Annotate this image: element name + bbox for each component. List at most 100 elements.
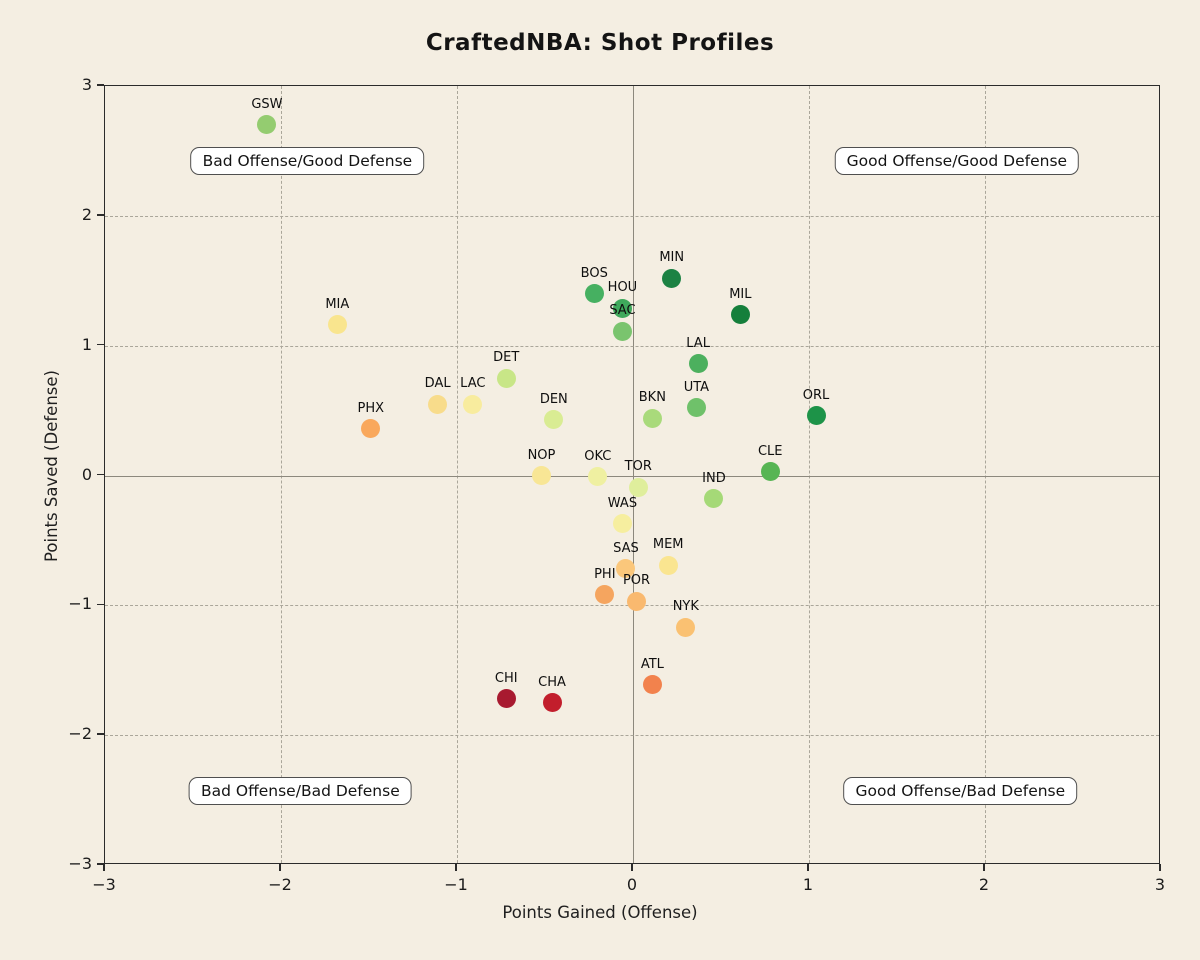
- data-point-label-NYK: NYK: [672, 599, 699, 615]
- data-point-ATL: [642, 675, 662, 695]
- data-point-BKN: [642, 408, 662, 428]
- gridline-vertical: [281, 86, 282, 863]
- data-point-label-CHI: CHI: [494, 670, 518, 686]
- data-point-MEM: [658, 555, 678, 575]
- data-point-label-GSW: GSW: [251, 96, 283, 112]
- data-point-ORL: [806, 406, 826, 426]
- x-tick: [807, 864, 809, 871]
- data-point-NYK: [676, 617, 696, 637]
- y-tick-label: 1: [81, 334, 92, 354]
- data-point-label-DEN: DEN: [539, 391, 568, 407]
- y-tick-label: 2: [81, 204, 92, 224]
- data-point-label-MEM: MEM: [652, 537, 684, 553]
- zero-line-vertical: [633, 86, 634, 863]
- data-point-DEN: [544, 410, 564, 430]
- y-tick-label: −3: [68, 854, 92, 873]
- data-point-CHI: [496, 689, 516, 709]
- data-point-label-POR: POR: [622, 573, 651, 589]
- data-point-label-SAS: SAS: [613, 540, 639, 556]
- data-point-label-UTA: UTA: [683, 379, 710, 395]
- data-point-label-NOP: NOP: [527, 447, 556, 463]
- x-tick-label: −1: [444, 875, 468, 894]
- x-tick-label: −3: [92, 875, 116, 894]
- data-point-label-PHX: PHX: [357, 400, 385, 416]
- data-point-label-MIL: MIL: [729, 286, 752, 302]
- data-point-PHX: [361, 419, 381, 439]
- gridline-horizontal: [105, 345, 1159, 347]
- x-tick-label: 1: [802, 875, 814, 894]
- data-point-label-ORL: ORL: [802, 387, 830, 403]
- y-tick: [97, 863, 104, 865]
- x-tick-label: 2: [978, 875, 990, 894]
- y-tick: [97, 84, 104, 86]
- data-point-label-LAL: LAL: [686, 335, 710, 351]
- data-point-label-DET: DET: [493, 350, 520, 366]
- y-tick-label: 0: [81, 464, 92, 484]
- y-tick: [97, 343, 104, 346]
- data-point-label-SAC: SAC: [609, 303, 636, 319]
- data-point-SAS: [616, 559, 636, 579]
- quadrant-label-3: Good Offense/Bad Defense: [843, 776, 1078, 805]
- quadrant-label-1: Good Offense/Good Defense: [834, 147, 1080, 176]
- data-point-DET: [496, 368, 516, 388]
- data-point-LAL: [688, 354, 708, 374]
- y-tick: [97, 214, 104, 216]
- data-point-GSW: [257, 115, 277, 135]
- x-tick-label: −2: [268, 875, 292, 894]
- data-point-UTA: [686, 398, 706, 418]
- gridline-horizontal: [105, 735, 1159, 737]
- gridline-vertical: [809, 86, 810, 863]
- data-point-CLE: [760, 462, 780, 482]
- gridline-vertical: [985, 86, 986, 863]
- quadrant-label-2: Bad Offense/Bad Defense: [188, 776, 412, 805]
- data-point-label-CHA: CHA: [538, 674, 566, 690]
- data-point-IND: [704, 489, 724, 509]
- data-point-MIA: [327, 315, 347, 335]
- x-tick: [279, 864, 281, 871]
- data-point-MIL: [730, 305, 750, 324]
- data-point-label-MIA: MIA: [325, 296, 350, 312]
- data-point-BOS: [584, 284, 604, 304]
- data-point-MIN: [662, 268, 682, 288]
- data-point-label-PHI: PHI: [594, 566, 616, 582]
- x-tick: [983, 864, 985, 871]
- y-tick: [97, 473, 104, 476]
- data-point-CHA: [542, 693, 562, 713]
- data-point-label-LAC: LAC: [460, 376, 486, 392]
- data-point-label-WAS: WAS: [607, 495, 638, 511]
- data-point-label-CLE: CLE: [757, 443, 783, 459]
- gridline-vertical: [457, 86, 458, 863]
- data-point-label-BKN: BKN: [638, 390, 666, 406]
- data-point-label-HOU: HOU: [607, 280, 638, 295]
- data-point-label-ATL: ATL: [640, 656, 664, 672]
- data-point-TOR: [628, 477, 648, 497]
- y-tick: [97, 733, 104, 735]
- data-point-PHI: [595, 585, 615, 605]
- data-point-SAC: [612, 321, 632, 341]
- data-point-label-MIN: MIN: [659, 250, 685, 266]
- x-tick: [1159, 864, 1161, 871]
- x-tick-label: 0: [626, 875, 638, 894]
- x-tick-label: 3: [1154, 875, 1166, 894]
- data-point-POR: [627, 591, 647, 611]
- data-point-LAC: [463, 394, 483, 414]
- data-point-HOU: [612, 298, 632, 318]
- data-point-OKC: [588, 467, 608, 487]
- data-point-label-IND: IND: [702, 470, 726, 486]
- x-axis-label: Points Gained (Offense): [502, 903, 698, 922]
- y-tick: [97, 603, 104, 606]
- data-point-DAL: [428, 394, 448, 414]
- gridline-horizontal: [105, 215, 1159, 217]
- plot-area: GSW MIA PHX DAL LAC DET CHI NOP CHA DEN BOS OKC PHI H…: [104, 85, 1160, 864]
- data-point-label-TOR: TOR: [624, 459, 652, 475]
- x-tick: [455, 864, 457, 871]
- y-tick-label: −2: [68, 724, 92, 744]
- chart-title: CraftedNBA: Shot Profiles: [425, 30, 775, 56]
- data-point-label-OKC: OKC: [584, 448, 612, 464]
- x-tick: [631, 864, 633, 871]
- data-point-label-DAL: DAL: [424, 376, 451, 392]
- y-tick-label: 3: [81, 75, 92, 94]
- data-point-NOP: [531, 466, 551, 485]
- y-axis-label: Points Saved (Defense): [42, 370, 61, 562]
